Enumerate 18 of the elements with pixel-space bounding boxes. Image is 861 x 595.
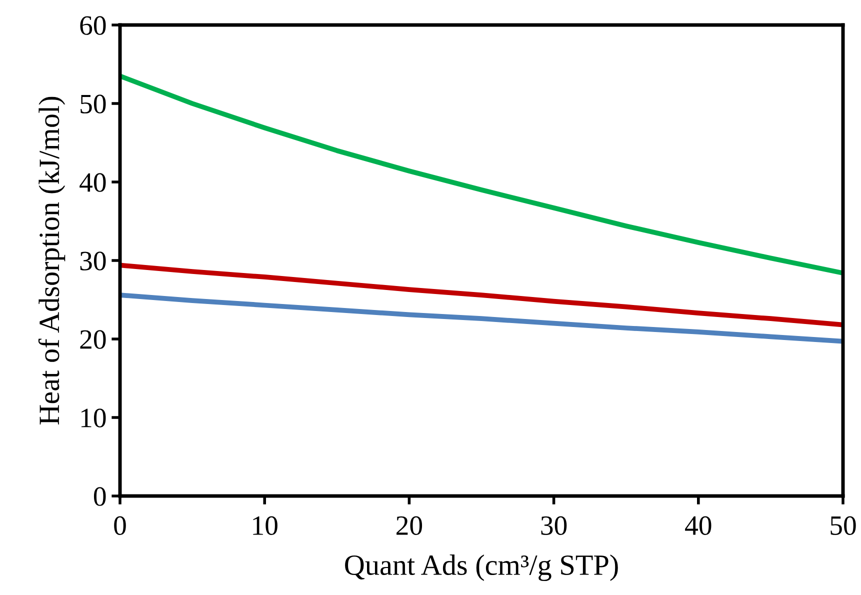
x-axis-title: Quant Ads (cm³/g STP): [345, 554, 618, 582]
y-tick-label: 20: [80, 330, 106, 349]
x-tick-label: 20: [396, 516, 422, 535]
line-series: [120, 292, 843, 344]
y-tick-label: 10: [81, 408, 106, 428]
y-tick-label: 30: [80, 252, 106, 270]
y-tick-label: 50: [80, 94, 106, 114]
x-tick-label: 40: [685, 516, 712, 535]
y-tick-label: 0: [94, 487, 106, 506]
line-series: [120, 262, 843, 328]
y-tick-label: 40: [80, 173, 106, 192]
x-tick-label: 10: [253, 516, 278, 535]
y-tick-label: 60: [80, 16, 106, 35]
x-tick-label: 50: [830, 516, 856, 535]
x-tick-label: 30: [541, 516, 567, 535]
line-series: [120, 74, 843, 276]
x-tick-label: 0: [114, 516, 126, 535]
y-axis-title: Heat of Adsorption (kJ/mol): [38, 96, 66, 425]
